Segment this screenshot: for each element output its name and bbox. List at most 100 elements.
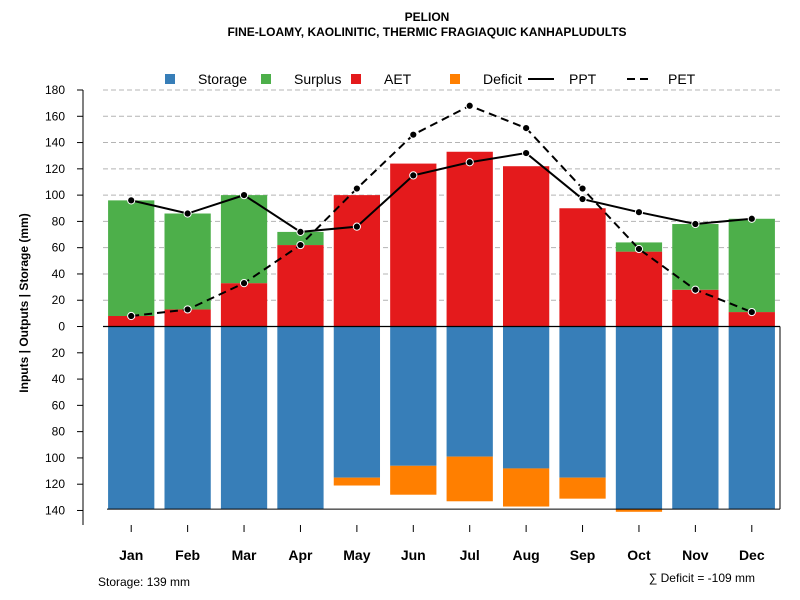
bar-storage (164, 326, 211, 510)
ppt-point (465, 158, 474, 167)
x-tick-label: Jun (401, 547, 426, 563)
pet-point (522, 124, 531, 133)
x-tick-label: Oct (627, 547, 651, 563)
pet-point (409, 130, 418, 139)
bar-storage (502, 326, 550, 469)
y-tick-label: 0 (58, 320, 65, 334)
bar-storage (220, 326, 268, 510)
legend-label: PPT (569, 71, 597, 87)
bar-surplus (672, 224, 719, 290)
x-tick-label: Jul (460, 547, 480, 563)
ppt-point (352, 222, 361, 231)
lines (127, 101, 756, 321)
legend-label: PET (668, 71, 696, 87)
pet-point (127, 311, 136, 321)
bar-storage (728, 326, 775, 510)
ppt-point (296, 227, 305, 237)
deficit-footer: ∑ Deficit = -109 mm (649, 571, 755, 585)
bar-storage (333, 326, 381, 478)
legend-swatch (165, 74, 175, 84)
legend: Storage Surplus AET Deficit PPT PET (165, 71, 696, 87)
x-tick-label: Sep (570, 547, 596, 563)
storage-footer: Storage: 139 mm (98, 575, 190, 589)
legend-label: AET (384, 71, 412, 87)
y-tick-label: 120 (45, 162, 65, 176)
bar-deficit (390, 465, 437, 495)
y-tick-label: 80 (52, 425, 66, 439)
x-tick-label: Apr (288, 547, 313, 563)
bar-aet (277, 245, 324, 327)
bar-storage (277, 326, 324, 510)
legend-label: Surplus (294, 71, 341, 87)
bar-aet (164, 309, 211, 327)
y-tick-label: 80 (52, 214, 66, 228)
bar-deficit (559, 477, 606, 499)
bar-storage (615, 326, 663, 510)
pet-point (634, 244, 644, 254)
bar-storage (559, 326, 606, 478)
x-tick-label: Dec (739, 547, 765, 563)
pet-point (183, 305, 192, 314)
pet-point (352, 184, 361, 193)
ppt-point (691, 219, 700, 229)
x-tick-label: May (343, 547, 370, 563)
bar-aet (446, 151, 493, 327)
pet-point (691, 285, 700, 294)
bar-storage (672, 326, 719, 510)
y-tick-label: 140 (45, 503, 65, 517)
legend-label: Storage (198, 71, 247, 87)
y-tick-label: 40 (52, 267, 66, 281)
bar-aet (728, 312, 775, 327)
bar-deficit (615, 509, 663, 512)
y-tick-label: 20 (52, 293, 66, 307)
bar-surplus (728, 218, 775, 313)
bar-surplus (108, 200, 155, 317)
ppt-point (747, 214, 756, 223)
chart-subtitle: FINE-LOAMY, KAOLINITIC, THERMIC FRAGIAQU… (227, 25, 626, 39)
y-tick-label: 20 (52, 346, 66, 360)
y-tick-label: 160 (45, 109, 65, 123)
bar-aet (390, 163, 437, 327)
ppt-line (130, 152, 752, 233)
y-tick-label: 180 (45, 83, 65, 97)
ppt-point (409, 171, 418, 180)
bar-surplus (220, 195, 268, 284)
bar-aet (108, 316, 155, 327)
pet-point (465, 101, 474, 110)
y-axis-label: Inputs | Outputs | Storage (mm) (17, 213, 31, 392)
bar-aet (220, 283, 268, 327)
axes: 180 160 140 120 100 80 60 40 20 0 20 40 60 80 100 120 14… (45, 83, 765, 563)
bar-aet (502, 166, 550, 327)
pet-point (747, 307, 756, 317)
legend-swatch (261, 74, 271, 84)
ppt-point (578, 194, 587, 204)
legend-swatch (351, 74, 361, 84)
y-tick-label: 60 (52, 241, 66, 255)
bars (103, 151, 781, 512)
bar-surplus (277, 231, 324, 246)
bar-deficit (502, 468, 550, 507)
x-tick-label: Mar (232, 547, 257, 563)
bar-storage (390, 326, 437, 466)
ppt-point (239, 191, 249, 200)
ppt-point (183, 209, 192, 218)
legend-swatch (450, 74, 460, 84)
y-tick-label: 60 (52, 398, 66, 412)
ppt-point (127, 196, 136, 205)
x-tick-label: Feb (175, 547, 200, 563)
bar-storage (446, 326, 493, 457)
x-tick-label: Jan (119, 547, 143, 563)
ppt-point (634, 208, 644, 217)
y-tick-label: 100 (45, 188, 65, 202)
ppt-point (522, 148, 531, 158)
legend-label: Deficit (483, 71, 522, 87)
bar-storage (108, 326, 155, 510)
bar-aet (333, 195, 381, 327)
y-tick-label: 100 (45, 451, 65, 465)
chart-title: PELION (405, 10, 450, 24)
pet-line (131, 104, 753, 318)
pet-point (239, 279, 249, 288)
bar-deficit (333, 477, 381, 486)
pet-point (296, 240, 305, 250)
